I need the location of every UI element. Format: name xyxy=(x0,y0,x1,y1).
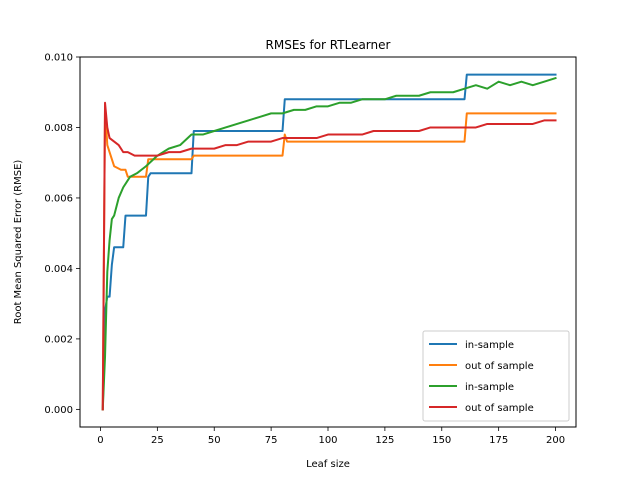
x-tick-label: 150 xyxy=(432,435,451,446)
series-line-4 xyxy=(101,101,557,411)
y-tick-label: 0.000 xyxy=(44,405,73,416)
chart-title: RMSEs for RTLearner xyxy=(266,38,391,52)
y-tick-label: 0.004 xyxy=(44,264,73,275)
x-tick-label: 0 xyxy=(97,435,103,446)
series-line-2 xyxy=(101,105,557,411)
series-layer xyxy=(101,73,557,411)
y-tick-label: 0.008 xyxy=(44,123,73,134)
x-tick-label: 75 xyxy=(265,435,278,446)
legend-label-2: out of sample xyxy=(465,361,534,372)
y-axis-title: Root Mean Squared Error (RMSE) xyxy=(13,160,24,325)
series-line-1 xyxy=(101,73,557,411)
y-tick-label: 0.006 xyxy=(44,193,73,204)
legend-label-3: in-sample xyxy=(465,382,514,393)
y-tick-label: 0.002 xyxy=(44,334,73,345)
x-axis-title: Leaf size xyxy=(306,459,350,470)
x-tick-label: 25 xyxy=(151,435,164,446)
legend: in-sample out of sample in-sample out of sa… xyxy=(422,330,570,422)
x-tick-label: 175 xyxy=(489,435,508,446)
legend-label-1: in-sample xyxy=(465,340,514,351)
x-tick-label: 50 xyxy=(208,435,221,446)
x-tick-label: 200 xyxy=(546,435,565,446)
series-line-3 xyxy=(101,76,557,411)
plot-frame xyxy=(79,56,577,428)
y-tick-label: 0.010 xyxy=(44,53,73,64)
x-tick-label: 125 xyxy=(375,435,394,446)
legend-box xyxy=(422,330,570,422)
ticks-layer: 0 25 50 75 100 125 150 175 200 0.000 0.002 0.004 0.0… xyxy=(44,53,565,447)
x-tick-label: 100 xyxy=(318,435,337,446)
legend-label-4: out of sample xyxy=(465,403,534,414)
